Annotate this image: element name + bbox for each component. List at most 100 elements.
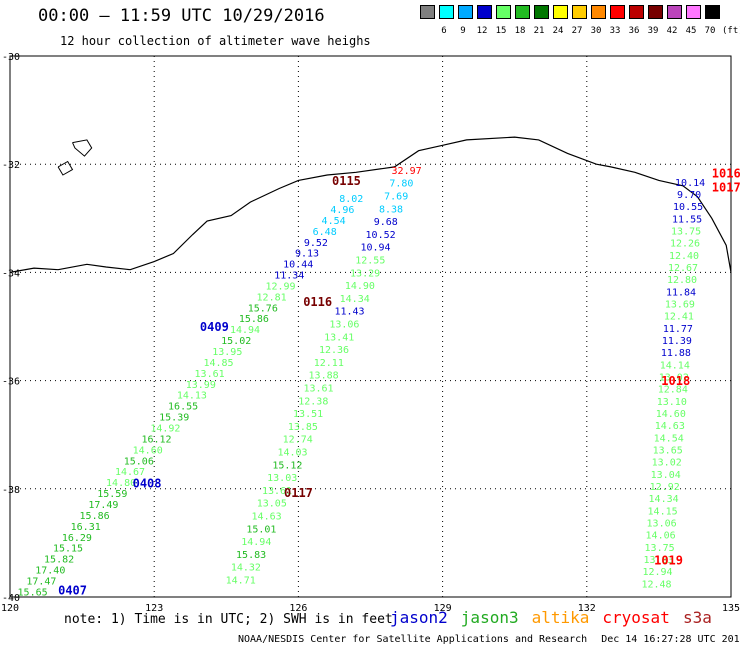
wave-height-value: 12.26 (670, 239, 700, 250)
legend-label: 70 (704, 26, 716, 36)
time-label: 1016 (712, 167, 740, 181)
wave-height-value: 13.83 (643, 555, 673, 566)
wave-height-value: 13.02 (652, 458, 682, 469)
wave-height-value: 16.12 (141, 434, 171, 445)
wave-height-value: 9.52 (304, 238, 328, 249)
island-outline (57, 160, 74, 176)
tick-labels: 120 123 126 129 132 135 -30 -32 -34 -36 -38 -40 (1, 52, 740, 614)
wave-height-value: 6.48 (313, 227, 337, 238)
legend-label: 45 (685, 26, 697, 36)
lon-tick-label: 129 (434, 603, 452, 614)
wave-height-value: 13.61 (195, 369, 225, 380)
graticule (9, 55, 732, 598)
lon-tick-label: 120 (1, 603, 19, 614)
wave-height-value: 12.41 (664, 312, 694, 323)
wave-height-value: 13.61 (303, 384, 333, 395)
satellite-jason2: jason2 (390, 608, 448, 627)
wave-height-value: 15.86 (239, 314, 269, 325)
lon-tick-label: 123 (145, 603, 163, 614)
coastline (9, 136, 732, 273)
legend-swatch (610, 5, 625, 19)
lon-tick-label: 135 (722, 603, 740, 614)
legend-swatch (667, 5, 682, 19)
lat-tick-label: -38 (2, 485, 20, 496)
wave-height-value: 15.76 (248, 303, 278, 314)
wave-height-value: 13.04 (651, 470, 681, 481)
wave-height-value: 17.47 (26, 577, 56, 588)
legend-label: 21 (533, 26, 545, 36)
wave-height-value: 10.44 (283, 260, 313, 271)
wave-height-value: 8.38 (379, 204, 403, 215)
legend-swatch (705, 5, 720, 19)
coastline-path (9, 136, 732, 273)
wave-height-value: 13.02 (659, 373, 689, 384)
legend-swatch (515, 5, 530, 19)
wave-height-value: 14.15 (648, 506, 678, 517)
legend-swatch (572, 5, 587, 19)
legend-swatch (629, 5, 644, 19)
legend-swatch (648, 5, 663, 19)
wave-height-value: 4.54 (322, 216, 346, 227)
wave-height-value: 14.80 (106, 478, 136, 489)
wave-height-value: 12.74 (283, 435, 313, 446)
wave-height-value: 15.83 (236, 550, 266, 561)
wave-height-value: 15.65 (18, 587, 48, 598)
wave-height-value: 14.60 (656, 409, 686, 420)
wave-height-value: 13.61 (262, 486, 292, 497)
wave-height-value: 11.88 (661, 348, 691, 359)
time-label: 0115 (332, 174, 361, 188)
wave-height-value: 9.68 (374, 217, 398, 228)
altimeter-tracks: 8.024.964.546.489.529.1310.4411.3412.991… (18, 166, 706, 599)
wave-height-value: 14.34 (340, 294, 370, 305)
wave-height-value: 11.55 (672, 214, 702, 225)
wave-height-value: 15.86 (80, 511, 110, 522)
island-outline (72, 139, 93, 157)
wave-height-value: 15.12 (272, 460, 302, 471)
time-label: 0409 (200, 320, 229, 334)
wave-height-value: 13.85 (288, 422, 318, 433)
wave-height-value: 13.65 (653, 446, 683, 457)
wave-height-value: 14.13 (177, 391, 207, 402)
wave-height-value: 14.67 (115, 467, 145, 478)
wave-height-value: 15.59 (97, 489, 127, 500)
satellite-altika: altika (531, 608, 590, 627)
wave-height-value: 7.80 (389, 179, 413, 190)
legend-swatch (534, 5, 549, 19)
wave-height-value: 14.54 (654, 433, 684, 444)
wave-height-value: 4.96 (330, 205, 354, 216)
wave-height-value: 13.06 (647, 518, 677, 529)
satellite-s3a: s3a (683, 608, 712, 627)
lon-tick-label: 126 (289, 603, 307, 614)
legend-label: 36 (628, 26, 640, 36)
wave-height-value: 12.38 (298, 396, 328, 407)
wave-height-value: 15.82 (44, 555, 74, 566)
wave-height-value: 11.84 (666, 287, 696, 298)
wave-height-value: 14.90 (345, 281, 375, 292)
wave-height-value: 15.01 (246, 524, 276, 535)
wave-height-value: 10.14 (675, 178, 705, 189)
time-label: 1018 (661, 374, 690, 388)
legend-label: 9 (460, 26, 466, 36)
lat-tick-label: -36 (2, 377, 20, 388)
wave-height-value: 11.34 (274, 271, 304, 282)
wave-height-value: 12.80 (667, 275, 697, 286)
footnote: note: 1) Time is in UTC; 2) SWH is in fe… (64, 612, 393, 627)
lat-tick-label: -40 (2, 593, 20, 604)
wave-height-value: 14.94 (230, 325, 260, 336)
wave-height-value: 11.39 (662, 336, 692, 347)
legend-swatch (553, 5, 568, 19)
wave-height-value: 13.06 (329, 320, 359, 331)
satellite-jason3: jason3 (460, 608, 519, 627)
lat-tick-label: -34 (2, 268, 20, 279)
wave-height-value: 10.94 (360, 243, 390, 254)
wave-height-value: 9.70 (677, 190, 701, 201)
wave-height-value: 15.06 (124, 456, 154, 467)
legend-label: 24 (552, 26, 564, 36)
wave-height-value: 14.63 (252, 512, 282, 523)
legend-swatch (686, 5, 701, 19)
wave-height-value: 14.71 (226, 576, 256, 587)
wave-height-value: 13.05 (257, 499, 287, 510)
time-label: 0117 (284, 486, 313, 500)
wave-height-value: 13.95 (212, 347, 242, 358)
